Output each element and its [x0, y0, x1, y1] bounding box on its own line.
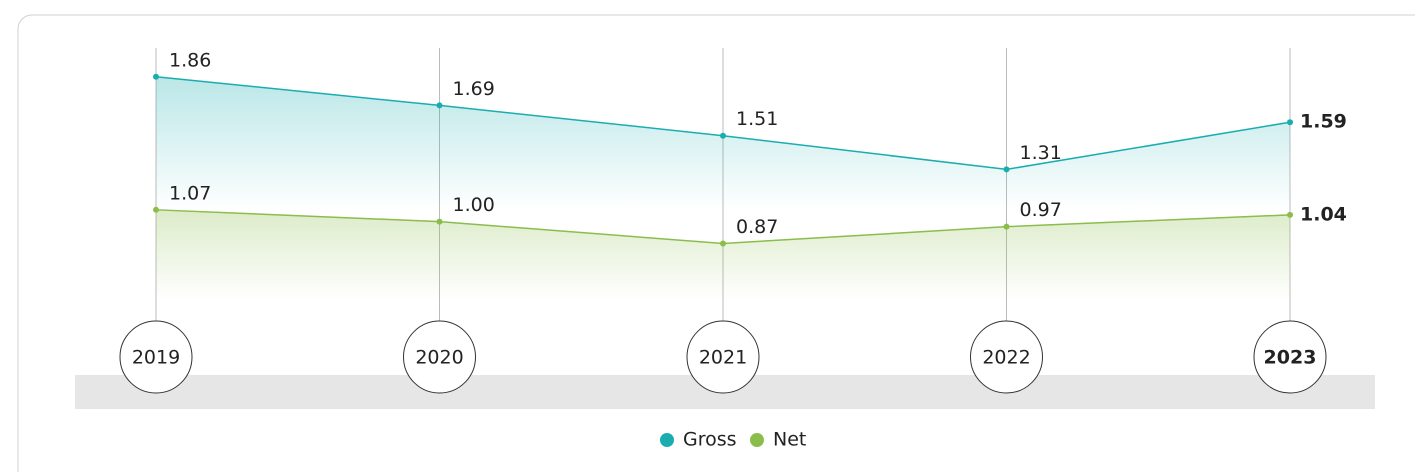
- x-tick-label: 2020: [415, 347, 463, 369]
- legend-label: Gross: [683, 429, 737, 451]
- point: [436, 218, 443, 225]
- point: [720, 240, 726, 247]
- point: [1003, 166, 1010, 173]
- value-label: 1.51: [736, 108, 778, 130]
- year-circle: [119, 320, 193, 394]
- year-circle: [970, 320, 1043, 394]
- value-label: 1.04: [1300, 203, 1347, 225]
- value-label: 1.31: [1020, 142, 1062, 164]
- point: [1003, 223, 1010, 230]
- x-tick-label: 2022: [982, 347, 1030, 369]
- area: [156, 76, 1290, 210]
- point: [1287, 211, 1293, 218]
- legend-marker: [660, 433, 674, 447]
- point: [153, 206, 159, 213]
- value-label: 0.87: [736, 216, 778, 238]
- year-circle: [1253, 320, 1327, 394]
- x-tick-label: 2023: [1264, 347, 1317, 369]
- value-label: 1.86: [169, 49, 211, 71]
- legend-label: Net: [773, 429, 806, 451]
- x-tick-label: 2021: [699, 347, 747, 369]
- point: [720, 132, 726, 139]
- value-label: 1.07: [169, 182, 211, 204]
- year-circle: [686, 320, 760, 394]
- legend-marker: [750, 433, 764, 447]
- year-circle: [403, 320, 476, 394]
- value-label: 1.00: [453, 194, 495, 216]
- value-label: 1.59: [1300, 111, 1347, 133]
- x-tick-label: 2019: [132, 347, 180, 369]
- point: [436, 102, 443, 109]
- value-label: 0.97: [1020, 199, 1062, 221]
- point: [1287, 119, 1293, 126]
- area: [156, 209, 1290, 300]
- point: [153, 73, 159, 80]
- value-label: 1.69: [453, 78, 495, 100]
